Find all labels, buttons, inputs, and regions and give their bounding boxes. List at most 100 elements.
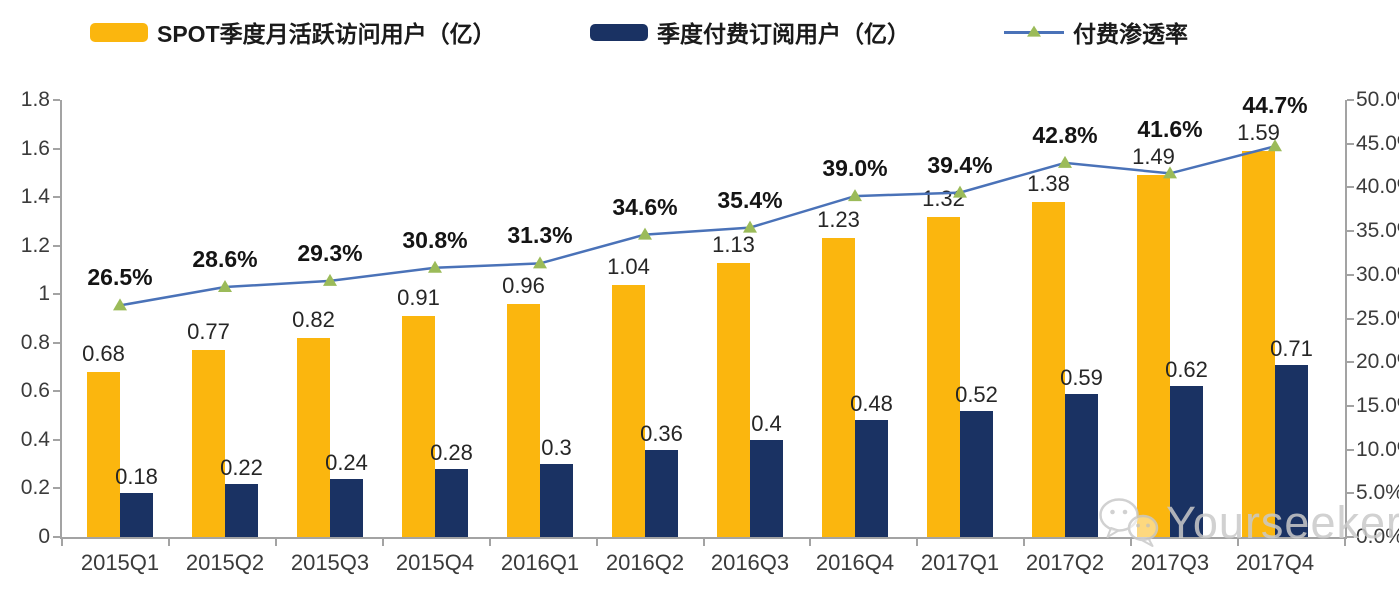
bar-value-label-mau: 0.77 xyxy=(187,319,230,345)
y-right-label: 30.0% xyxy=(1356,262,1399,286)
y-left-label: 0 xyxy=(38,525,50,548)
bar-value-label-mau: 0.91 xyxy=(397,285,440,311)
x-axis-tick xyxy=(809,539,812,546)
y-left-label: 0.6 xyxy=(20,379,50,403)
x-axis-label: 2017Q1 xyxy=(920,550,1000,575)
bar-value-label-mau: 0.68 xyxy=(82,340,125,366)
bar-subs xyxy=(225,483,258,537)
bar-value-label-subs: 0.36 xyxy=(640,420,683,446)
x-axis-label: 2017Q4 xyxy=(1235,550,1315,575)
bar-subs xyxy=(120,493,153,537)
y-left-label: 1.2 xyxy=(20,233,50,257)
y-left-tick xyxy=(53,536,60,538)
bar-subs xyxy=(330,478,363,537)
bar-value-label-mau: 0.96 xyxy=(502,272,545,298)
x-axis-label: 2016Q3 xyxy=(710,550,790,575)
y-right-label: 0.0% xyxy=(1356,525,1399,548)
bar-value-label-subs: 0.59 xyxy=(1060,364,1103,390)
bar-mau xyxy=(87,371,120,537)
y-right-label: 45.0% xyxy=(1356,131,1399,155)
y-right-tick xyxy=(1347,273,1354,276)
y-right-tick xyxy=(1347,404,1354,407)
bar-value-label-subs: 0.71 xyxy=(1270,335,1313,361)
x-axis-tick xyxy=(916,539,919,546)
y-right-label: 10.0% xyxy=(1356,437,1399,461)
penetration-label: 44.7% xyxy=(1242,91,1308,118)
penetration-label: 31.3% xyxy=(507,222,573,249)
x-axis-tick xyxy=(274,539,277,546)
x-axis-label: 2017Q3 xyxy=(1130,550,1210,575)
y-left-label: 1.6 xyxy=(20,136,50,160)
legend-item-subs: 季度付费订阅用户（亿） xyxy=(590,16,910,48)
bar-mau xyxy=(297,337,330,537)
legend-swatch-subs xyxy=(590,23,648,41)
bar-mau xyxy=(1137,175,1170,537)
watermark-text: Yourseeker xyxy=(1166,497,1399,548)
x-axis-tick xyxy=(1130,539,1133,546)
y-right-tick xyxy=(1347,536,1354,538)
y-axis-right xyxy=(1345,100,1347,539)
y-left-tick xyxy=(53,293,60,296)
bar-mau xyxy=(822,238,855,537)
bar-subs xyxy=(540,464,573,537)
y-right-tick xyxy=(1347,186,1354,189)
bar-mau xyxy=(507,303,540,537)
y-right-label: 15.0% xyxy=(1356,393,1399,417)
x-axis-label: 2017Q2 xyxy=(1025,550,1105,575)
bar-subs xyxy=(1170,386,1203,537)
bar-subs xyxy=(750,439,783,537)
bar-value-label-mau: 0.82 xyxy=(292,306,335,332)
y-right-label: 40.0% xyxy=(1356,175,1399,199)
y-right-label: 35.0% xyxy=(1356,219,1399,243)
y-left-tick xyxy=(53,341,60,344)
wechat-icon xyxy=(1099,498,1159,547)
bar-value-label-mau: 1.13 xyxy=(712,231,755,257)
y-right-tick xyxy=(1347,230,1354,233)
y-left-tick xyxy=(53,487,60,490)
penetration-label: 35.4% xyxy=(717,186,783,213)
legend-item-mau: SPOT季度月活跃访问用户（亿） xyxy=(90,16,496,48)
y-left-label: 0.8 xyxy=(20,330,50,354)
bar-value-label-subs: 0.4 xyxy=(751,410,782,436)
y-right-tick xyxy=(1347,361,1354,364)
penetration-label: 42.8% xyxy=(1032,121,1098,148)
y-left-tick xyxy=(53,196,60,199)
legend-swatch-mau xyxy=(90,22,148,42)
y-left-label: 0.2 xyxy=(20,476,50,500)
bar-value-label-subs: 0.3 xyxy=(541,435,572,461)
y-right-label: 50.0% xyxy=(1356,88,1399,111)
bar-subs xyxy=(855,420,888,537)
legend-label-mau: SPOT季度月活跃访问用户（亿） xyxy=(157,21,496,47)
y-right-tick xyxy=(1347,142,1354,145)
y-left-tick xyxy=(53,390,60,393)
x-axis-tick xyxy=(167,539,170,546)
x-axis-tick xyxy=(1023,539,1026,546)
bar-value-label-subs: 0.48 xyxy=(850,391,893,417)
y-right-tick xyxy=(1347,448,1354,451)
y-right-tick xyxy=(1347,317,1354,320)
y-left-tick xyxy=(53,244,60,247)
legend-swatch-penetration xyxy=(1004,25,1064,37)
x-axis-label: 2015Q2 xyxy=(185,550,265,575)
bar-value-label-subs: 0.24 xyxy=(325,449,368,475)
legend-item-penetration: 付费渗透率 xyxy=(1004,16,1188,48)
watermark: Yourseeker xyxy=(1096,494,1399,552)
x-axis-label: 2016Q2 xyxy=(605,550,685,575)
x-axis-tick xyxy=(488,539,491,546)
y-left-label: 0.4 xyxy=(20,427,50,451)
bar-value-label-mau: 1.04 xyxy=(607,253,650,279)
y-right-label: 20.0% xyxy=(1356,350,1399,374)
bar-subs xyxy=(1275,364,1308,537)
y-left-tick xyxy=(53,147,60,150)
bar-mau xyxy=(717,262,750,537)
x-axis xyxy=(60,537,1347,539)
y-right-label: 25.0% xyxy=(1356,306,1399,330)
x-axis-label: 2015Q3 xyxy=(290,550,370,575)
bar-value-label-mau: 1.32 xyxy=(922,185,965,211)
y-left-tick xyxy=(53,438,60,441)
bar-subs xyxy=(1065,393,1098,537)
y-right-tick xyxy=(1347,492,1354,495)
x-axis-tick xyxy=(1237,539,1240,546)
y-right-tick xyxy=(1347,99,1354,101)
bar-value-label-subs: 0.18 xyxy=(115,464,158,490)
